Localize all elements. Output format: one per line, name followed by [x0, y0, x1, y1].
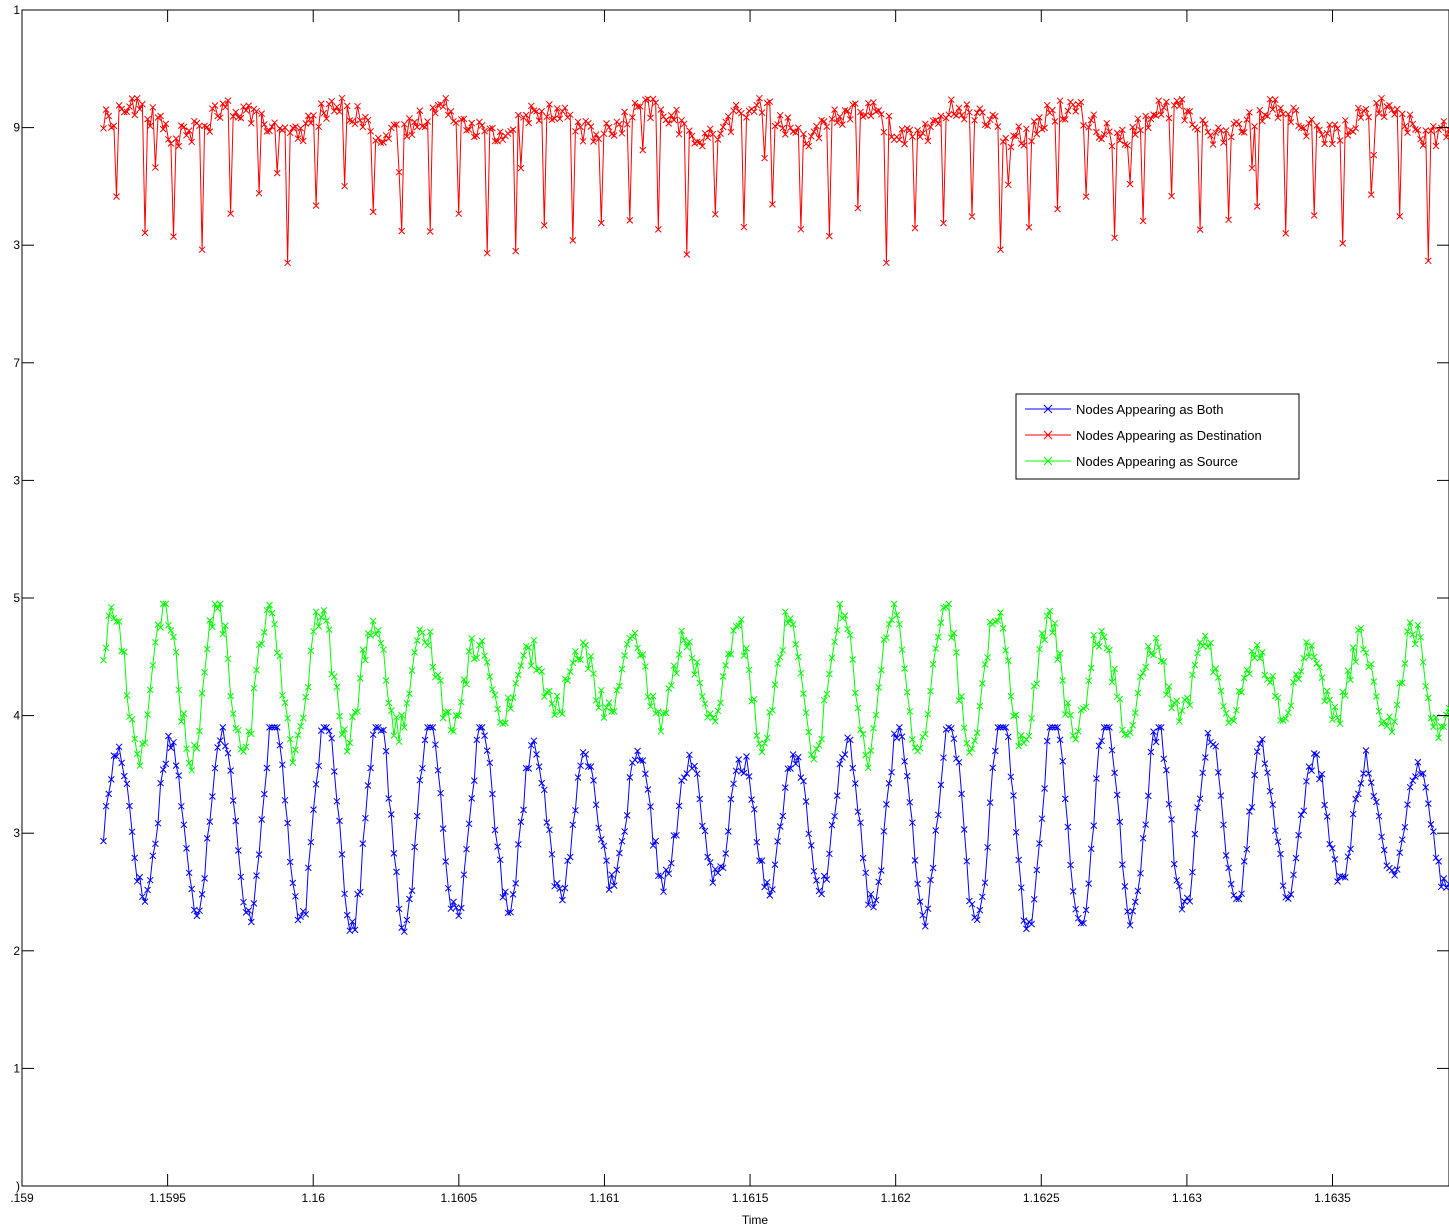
y-tick-label: 4 — [13, 709, 20, 723]
x-tick-label: 1.161 — [589, 1191, 619, 1205]
series-layer — [100, 94, 1449, 936]
legend-swatch-marker — [1043, 456, 1053, 466]
y-tick-label: 3 — [13, 238, 20, 252]
x-tick-label: 1.16 — [302, 1191, 326, 1205]
series-nodes-appearing-as-destination — [100, 94, 1449, 267]
x-tick-label: 1.1615 — [732, 1191, 769, 1205]
x-tick-label: 1.162 — [881, 1191, 911, 1205]
x-tick-label: 1.1635 — [1314, 1191, 1351, 1205]
x-tick-label: 1.163 — [1172, 1191, 1202, 1205]
legend-swatch-marker — [1043, 404, 1053, 414]
axes-layer: .159 1.1595 1.16 1.1605 1.161 1.1615 1.162 1.16… — [10, 3, 1449, 1205]
legend-swatch-marker — [1043, 430, 1053, 440]
legend: Nodes Appearing as Both Nodes Appearing a… — [1015, 393, 1300, 480]
legend-entry-label: Nodes Appearing as Both — [1076, 402, 1223, 417]
y-tick-label: ) — [16, 1179, 20, 1193]
y-tick-label: 5 — [13, 591, 20, 605]
series-nodes-appearing-as-source — [100, 600, 1449, 774]
x-tick-label: 1.1605 — [440, 1191, 477, 1205]
y-tick-label: 1 — [13, 3, 20, 17]
y-tick-label: 9 — [13, 121, 20, 135]
x-tick-label: 1.1625 — [1023, 1191, 1060, 1205]
y-tick-label: 2 — [13, 944, 20, 958]
x-tick-label: .159 — [10, 1191, 34, 1205]
series-markers — [100, 94, 1449, 267]
series-line — [103, 602, 1449, 771]
y-tick-label: 3 — [13, 826, 20, 840]
y-tick-label: 1 — [13, 1061, 20, 1075]
legend-box — [1015, 393, 1300, 480]
legend-entry-label: Nodes Appearing as Source — [1076, 454, 1238, 469]
series-markers — [100, 724, 1449, 936]
y-tick-label: 7 — [13, 356, 20, 370]
x-axis-label: Time — [742, 1213, 769, 1227]
series-nodes-appearing-as-both — [100, 724, 1449, 936]
legend-entry-label: Nodes Appearing as Destination — [1076, 428, 1262, 443]
x-tick-label: 1.1595 — [149, 1191, 186, 1205]
series-markers — [100, 600, 1449, 774]
plot-area — [21, 9, 1449, 1187]
y-tick-label: 3 — [13, 473, 20, 487]
